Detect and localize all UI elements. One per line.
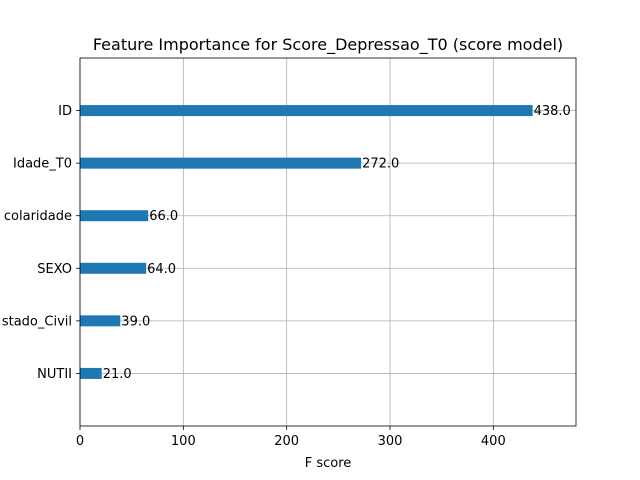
axis-ticks: 0 100 200 300 400 ID Idade_T0 colaridade SEXO sta… (2, 104, 506, 449)
bar-1 (80, 157, 362, 169)
bar-5 (80, 367, 102, 379)
bar-3 (80, 262, 147, 274)
x-tick-label-1: 100 (171, 434, 196, 449)
bars: 438.0 272.0 66.0 64.0 39.0 21.0 (80, 104, 571, 382)
value-label-3: 64.0 (147, 262, 176, 277)
y-tick-label-4: stado_Civil (2, 314, 72, 329)
x-tick-label-2: 200 (274, 434, 299, 449)
value-label-4: 39.0 (121, 314, 150, 329)
value-label-1: 272.0 (362, 157, 399, 172)
bar-4 (80, 315, 121, 327)
x-tick-label-4: 400 (481, 434, 506, 449)
y-tick-label-0: ID (58, 104, 72, 119)
x-tick-label-0: 0 (76, 434, 84, 449)
value-label-2: 66.0 (149, 209, 178, 224)
bar-0 (80, 105, 533, 117)
y-tick-label-5: NUTII (37, 367, 72, 382)
y-tick-label-3: SEXO (37, 262, 72, 277)
value-label-5: 21.0 (103, 367, 132, 382)
x-tick-label-3: 300 (378, 434, 403, 449)
y-tick-label-1: Idade_T0 (13, 157, 72, 172)
value-label-0: 438.0 (534, 104, 571, 119)
x-axis-label: F score (305, 456, 352, 471)
chart-title: Feature Importance for Score_Depressao_T… (93, 35, 563, 55)
plot-frame (79, 57, 577, 427)
bar-2 (80, 210, 149, 222)
y-tick-label-2: colaridade (4, 209, 72, 224)
